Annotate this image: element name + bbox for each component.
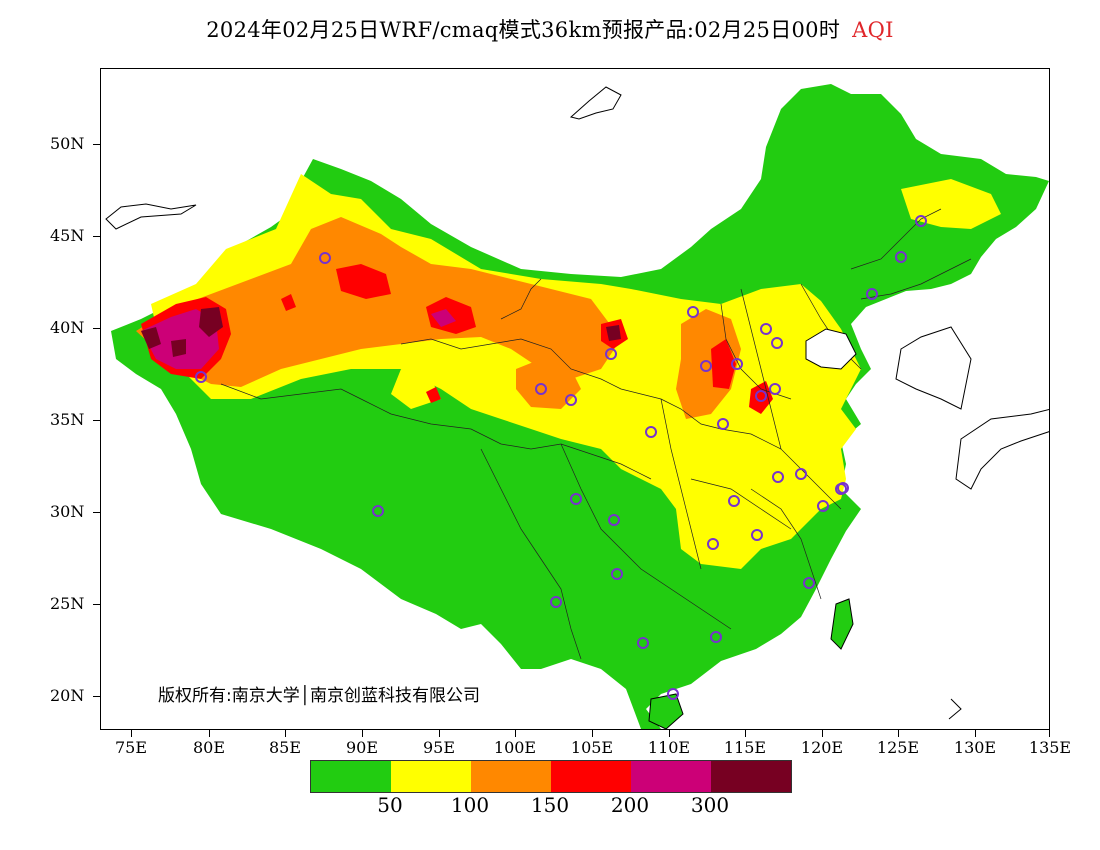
legend-swatch-hazardous <box>711 761 791 792</box>
legend-swatch-moderate <box>391 761 471 792</box>
map-title: 2024年02月25日WRF/cmaq模式36km预报产品:02月25日00时 A… <box>0 14 1100 44</box>
lon-tick <box>592 730 593 737</box>
title-main: 2024年02月25日WRF/cmaq模式36km预报产品:02月25日00时 <box>206 18 841 42</box>
lat-label-20n: 20N <box>50 686 85 705</box>
lon-label-80e: 80E <box>192 738 226 757</box>
lat-label-50n: 50N <box>50 134 85 153</box>
lat-tick <box>93 696 100 697</box>
lon-tick <box>975 730 976 737</box>
lon-label-105e: 105E <box>570 738 614 757</box>
lat-label-35n: 35N <box>50 410 85 429</box>
lon-label-125e: 125E <box>876 738 920 757</box>
lon-label-100e: 100E <box>493 738 537 757</box>
lat-label-25n: 25N <box>50 594 85 613</box>
aqi-color-legend <box>310 760 792 793</box>
legend-swatch-good <box>311 761 391 792</box>
lon-tick <box>822 730 823 737</box>
lon-label-90e: 90E <box>345 738 379 757</box>
lon-label-130e: 130E <box>953 738 997 757</box>
lat-label-40n: 40N <box>50 318 85 337</box>
lon-tick <box>745 730 746 737</box>
lon-tick <box>209 730 210 737</box>
station-markers <box>195 215 927 700</box>
legend-swatch-unhealthy-sensitive <box>471 761 551 792</box>
aqi-forecast-map <box>100 68 1050 730</box>
lat-label-45n: 45N <box>50 226 85 245</box>
legend-label-150: 150 <box>530 793 570 817</box>
lon-label-115e: 115E <box>723 738 767 757</box>
lon-label-75e: 75E <box>114 738 148 757</box>
lon-tick <box>439 730 440 737</box>
lat-tick <box>93 420 100 421</box>
lon-label-95e: 95E <box>422 738 456 757</box>
legend-label-200: 200 <box>610 793 650 817</box>
lat-tick <box>93 236 100 237</box>
lon-tick <box>362 730 363 737</box>
lon-tick <box>285 730 286 737</box>
lat-label-30n: 30N <box>50 502 85 521</box>
lon-label-110e: 110E <box>647 738 691 757</box>
lon-label-135e: 135E <box>1028 738 1072 757</box>
title-variable: AQI <box>852 18 894 42</box>
legend-swatch-unhealthy <box>551 761 631 792</box>
lat-tick <box>93 604 100 605</box>
lon-tick <box>515 730 516 737</box>
lon-tick <box>131 730 132 737</box>
lon-tick <box>1049 730 1050 737</box>
legend-label-300: 300 <box>690 793 730 817</box>
region-aqi-hazardous <box>141 327 161 349</box>
lat-tick <box>93 512 100 513</box>
lat-tick <box>93 328 100 329</box>
lon-tick <box>669 730 670 737</box>
lon-label-120e: 120E <box>800 738 844 757</box>
legend-label-100: 100 <box>450 793 490 817</box>
legend-label-50: 50 <box>377 793 403 817</box>
china-aqi-map-graphic <box>105 84 1049 729</box>
legend-swatch-very-unhealthy <box>631 761 711 792</box>
lon-label-85e: 85E <box>268 738 302 757</box>
copyright-text: 版权所有:南京大学│南京创蓝科技有限公司 <box>158 686 480 706</box>
region-aqi-unhealthy-sensitive <box>136 217 621 387</box>
lon-tick <box>898 730 899 737</box>
lat-tick <box>93 144 100 145</box>
